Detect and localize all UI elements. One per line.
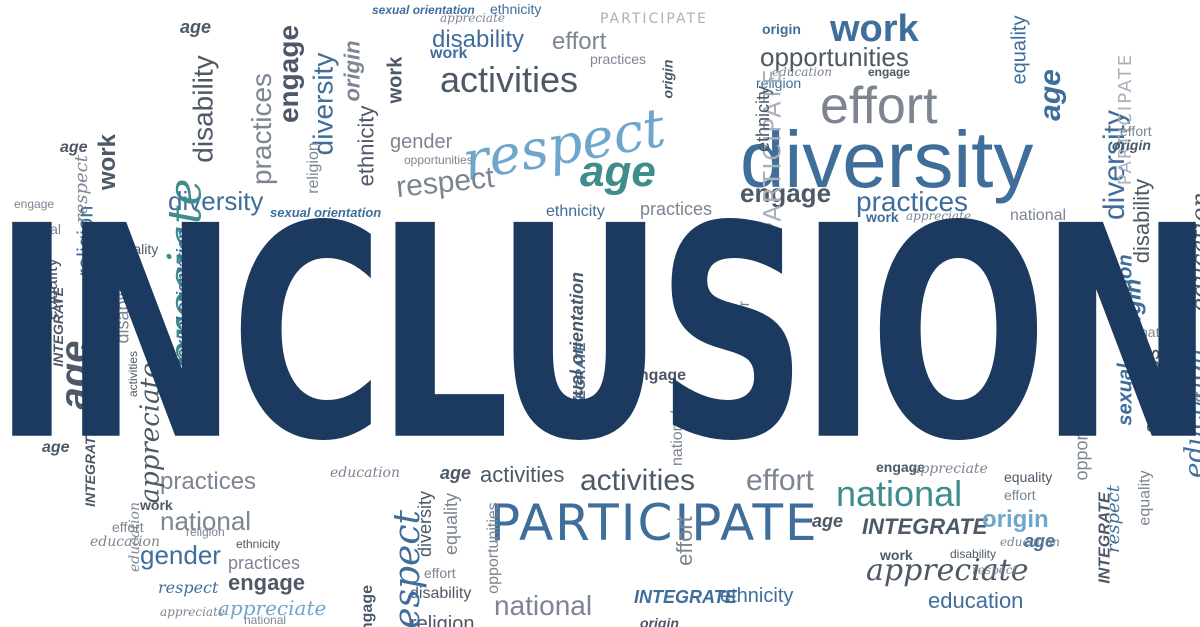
cloud-word: ethnicity	[753, 85, 774, 153]
cloud-word: effort	[424, 565, 456, 581]
cloud-word: work	[830, 8, 919, 50]
cloud-word: appreciate	[160, 605, 225, 619]
cloud-word: appreciate	[866, 553, 1029, 588]
cloud-word: age	[180, 17, 212, 37]
cloud-word: work	[880, 547, 913, 563]
cloud-word: diversity	[307, 52, 339, 156]
cloud-word: equality	[110, 241, 159, 257]
cloud-word: effort	[746, 464, 814, 497]
cloud-word: respect	[158, 578, 219, 597]
cloud-word: practices	[228, 553, 301, 573]
cloud-word: engage	[630, 367, 687, 384]
cloud-word: origin	[640, 615, 679, 627]
cloud-word: work	[384, 56, 407, 104]
cloud-word: opportunities	[484, 502, 502, 594]
cloud-word: activities	[440, 59, 579, 100]
cloud-word: national	[160, 506, 252, 536]
cloud-word: equality	[1008, 15, 1031, 85]
headline-inclusion: INCLUSION	[0, 163, 1200, 506]
cloud-word: engage	[868, 65, 911, 79]
cloud-word: work	[430, 45, 468, 62]
cloud-word: appreciate	[906, 209, 971, 223]
cloud-word: equality	[1004, 469, 1053, 485]
cloud-word: age	[42, 439, 70, 456]
cloud-word: practices	[640, 199, 713, 219]
cloud-word: religion	[186, 525, 225, 539]
cloud-word: ethnicity	[720, 585, 794, 607]
cloud-word: work	[866, 209, 899, 225]
cloud-word: education	[928, 588, 1024, 613]
cloud-word: national	[1010, 207, 1067, 224]
cloud-word: practices	[160, 468, 257, 495]
cloud-word: origin	[339, 40, 365, 102]
cloud-word: sexual orientation	[270, 205, 382, 220]
cloud-word: engage	[740, 178, 832, 208]
cloud-word: equality	[686, 403, 742, 420]
cloud-word: age	[60, 139, 88, 156]
cloud-word: origin	[982, 506, 1049, 533]
cloud-word: national	[494, 590, 593, 621]
cloud-word: engage	[14, 197, 55, 211]
cloud-word: age	[1033, 69, 1067, 121]
cloud-word: PARTICIPATE	[600, 11, 708, 27]
cloud-word: INTEGRATE	[634, 587, 737, 607]
cloud-word: national	[836, 473, 963, 514]
cloud-word: diversity	[740, 115, 1034, 204]
cloud-word: opportunities	[404, 153, 473, 167]
cloud-word: disability	[950, 547, 997, 561]
cloud-word: ethnicity	[490, 1, 542, 17]
cloud-word: national	[244, 613, 287, 627]
cloud-word: age	[1024, 531, 1056, 551]
cloud-word: appreciate	[912, 461, 988, 477]
cloud-word: disability	[410, 585, 472, 602]
cloud-word: appreciate	[218, 596, 327, 620]
cloud-word: effort	[112, 519, 144, 535]
cloud-word: ethnicity	[546, 203, 605, 220]
cloud-word: ethnicity	[236, 537, 281, 551]
cloud-word: disability	[187, 55, 219, 163]
cloud-word: gender	[390, 131, 453, 153]
cloud-word: age	[812, 511, 844, 531]
cloud-word: appreciate	[440, 11, 505, 25]
cloud-word: work	[140, 497, 173, 513]
cloud-word: effort	[1004, 487, 1036, 503]
cloud-word: diversity	[168, 186, 264, 216]
cloud-word: age	[440, 463, 472, 483]
cloud-word: effort	[552, 28, 607, 55]
cloud-word: origin	[659, 59, 676, 99]
cloud-word: PARTICIPATE	[490, 494, 819, 552]
cloud-word: national	[12, 221, 62, 237]
cloud-word: respect	[972, 563, 1018, 577]
cloud-word: engage	[876, 459, 926, 475]
cloud-word: education	[1000, 535, 1060, 549]
cloud-word: effort	[671, 516, 697, 566]
cloud-word: practices	[590, 51, 647, 67]
cloud-word: age	[580, 147, 656, 196]
cloud-word: INTEGRATE	[862, 514, 988, 539]
cloud-word: effort	[1120, 123, 1152, 139]
cloud-word: national	[1140, 324, 1190, 340]
cloud-word: engage	[359, 584, 377, 627]
cloud-word: activities	[480, 462, 565, 487]
cloud-word: gender	[140, 540, 221, 570]
cloud-word: practices	[856, 186, 969, 217]
cloud-word: education	[127, 502, 143, 572]
cloud-word: sexual orientation	[372, 3, 475, 17]
cloud-word: religion	[410, 613, 475, 627]
cloud-word: activities	[580, 464, 696, 497]
cloud-word: religion	[756, 75, 802, 91]
cloud-word: engage	[273, 24, 305, 124]
cloud-word: engage	[228, 570, 306, 595]
cloud-word: education	[330, 465, 400, 481]
cloud-word: disability	[432, 26, 525, 53]
cloud-word: education	[772, 65, 832, 79]
cloud-word: effort	[820, 77, 938, 135]
cloud-word: education	[90, 534, 160, 550]
cloud-word: origin	[762, 21, 801, 37]
cloud-word: origin	[1112, 137, 1151, 153]
cloud-word: opportunities	[760, 42, 909, 72]
